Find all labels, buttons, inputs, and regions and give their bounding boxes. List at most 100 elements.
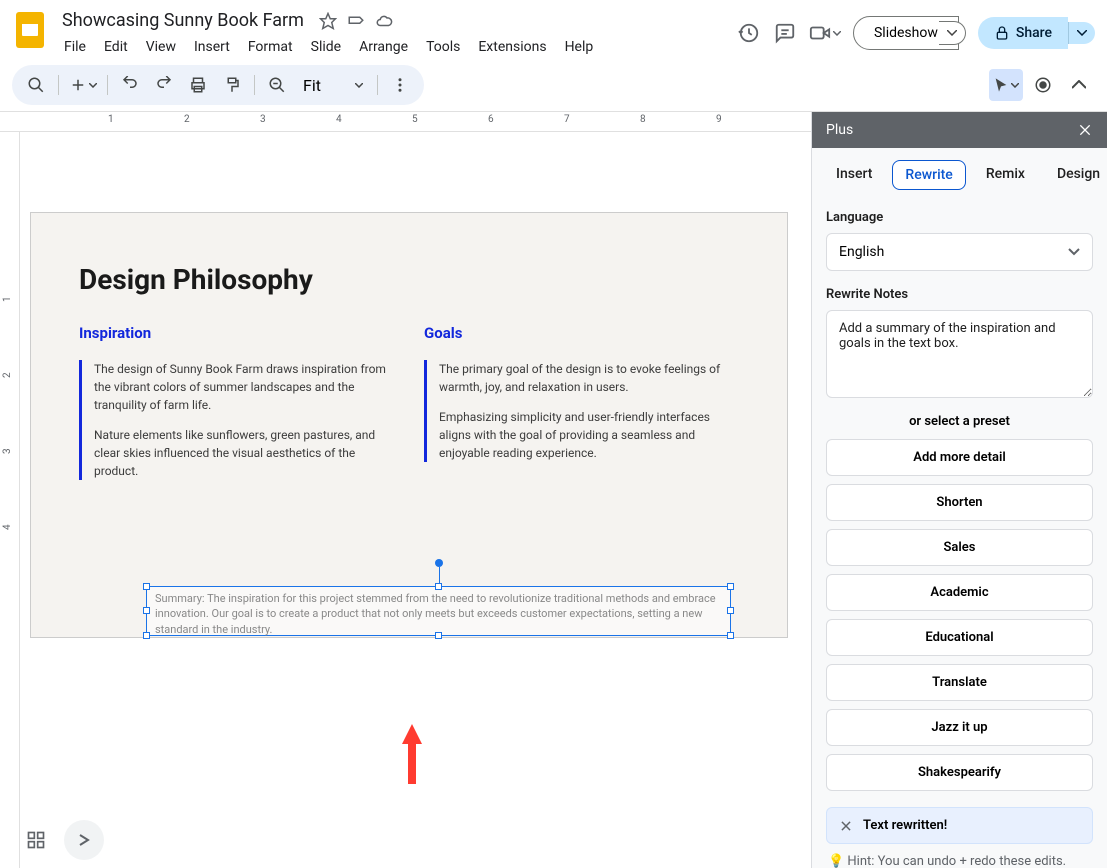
collapse-icon[interactable]	[1063, 69, 1095, 101]
tab-rewrite[interactable]: Rewrite	[892, 160, 965, 190]
status-text: Text rewritten!	[863, 818, 947, 833]
text: Nature elements like sunflowers, green p…	[94, 426, 394, 480]
undo-button[interactable]	[114, 69, 146, 101]
text: Emphasizing simplicity and user-friendly…	[439, 408, 739, 462]
language-label: Language	[826, 210, 1093, 225]
menu-view[interactable]: View	[138, 35, 184, 59]
ruler-mark: 6	[488, 114, 494, 125]
selected-summary-textbox[interactable]: Summary: The inspiration for this projec…	[146, 586, 731, 636]
preset-academic[interactable]: Academic	[826, 574, 1093, 611]
ruler-mark: 5	[412, 114, 418, 125]
preset-add-more-detail[interactable]: Add more detail	[826, 439, 1093, 476]
ruler-mark: 1	[108, 114, 114, 125]
redo-button[interactable]	[148, 69, 180, 101]
panel-title: Plus	[826, 122, 853, 138]
resize-handle[interactable]	[435, 632, 442, 639]
bottom-bar	[0, 812, 811, 868]
meet-icon[interactable]	[809, 21, 841, 45]
status-box: Text rewritten!	[826, 807, 1093, 844]
preset-sales[interactable]: Sales	[826, 529, 1093, 566]
paint-format-button[interactable]	[216, 69, 248, 101]
rotate-handle[interactable]	[435, 559, 443, 567]
ruler-mark: 3	[2, 448, 13, 454]
rewrite-notes-input[interactable]	[826, 310, 1093, 398]
menu-arrange[interactable]: Arrange	[351, 35, 416, 59]
grid-view-button[interactable]	[16, 820, 56, 860]
print-button[interactable]	[182, 69, 214, 101]
preset-translate[interactable]: Translate	[826, 664, 1093, 701]
menu-extensions[interactable]: Extensions	[470, 35, 554, 59]
language-value: English	[839, 244, 884, 260]
col-goals-head[interactable]: Goals	[424, 324, 739, 342]
zoom-select[interactable]: Fit	[295, 72, 371, 99]
resize-handle[interactable]	[727, 607, 734, 614]
ruler-mark: 8	[640, 114, 646, 125]
preset-shakespearify[interactable]: Shakespearify	[826, 754, 1093, 791]
resize-handle[interactable]	[143, 583, 150, 590]
panel-tabs: Insert Rewrite Remix Design	[812, 148, 1107, 198]
share-dropdown[interactable]	[1068, 22, 1095, 44]
tab-insert[interactable]: Insert	[824, 160, 884, 190]
cloud-icon[interactable]	[374, 11, 394, 31]
menu-insert[interactable]: Insert	[186, 35, 238, 59]
arrow-annotation	[397, 719, 427, 789]
preset-shorten[interactable]: Shorten	[826, 484, 1093, 521]
resize-handle[interactable]	[143, 607, 150, 614]
record-icon[interactable]	[1027, 69, 1059, 101]
star-icon[interactable]	[318, 11, 338, 31]
preset-jazz-it-up[interactable]: Jazz it up	[826, 709, 1093, 746]
new-slide-button[interactable]	[65, 69, 101, 101]
preset-educational[interactable]: Educational	[826, 619, 1093, 656]
slides-logo[interactable]	[12, 12, 48, 48]
slide[interactable]: Design Philosophy Inspiration The design…	[30, 212, 788, 638]
preset-label: or select a preset	[826, 414, 1093, 429]
history-icon[interactable]	[737, 21, 761, 45]
slide-title[interactable]: Design Philosophy	[79, 263, 739, 296]
menu-slide[interactable]: Slide	[303, 35, 349, 59]
tab-design[interactable]: Design	[1045, 160, 1107, 190]
ruler-mark: 4	[336, 114, 342, 125]
ruler-mark: 1	[2, 296, 13, 302]
resize-handle[interactable]	[143, 632, 150, 639]
ruler-mark: 7	[564, 114, 570, 125]
notes-label: Rewrite Notes	[826, 287, 1093, 302]
menu-file[interactable]: File	[56, 35, 94, 59]
comments-icon[interactable]	[773, 21, 797, 45]
ruler-mark: 2	[2, 372, 13, 378]
status-close-icon[interactable]	[839, 819, 853, 833]
rotate-line	[439, 567, 440, 583]
panel-close-icon[interactable]	[1077, 122, 1093, 138]
ruler-horizontal: 1 2 3 4 5 6 7 8 9	[0, 112, 811, 132]
move-icon[interactable]	[346, 11, 366, 31]
language-select[interactable]: English	[826, 233, 1093, 271]
cursor-tool[interactable]	[989, 69, 1023, 101]
doc-title[interactable]: Showcasing Sunny Book Farm	[56, 8, 310, 33]
more-icon[interactable]	[384, 69, 416, 101]
search-icon[interactable]	[20, 69, 52, 101]
menu-edit[interactable]: Edit	[96, 35, 136, 59]
ruler-vertical: 1 2 3 4	[0, 132, 20, 868]
zoom-value: Fit	[303, 76, 321, 95]
summary-text: Summary: The inspiration for this projec…	[155, 592, 716, 636]
share-button[interactable]: Share	[978, 17, 1068, 49]
resize-handle[interactable]	[727, 632, 734, 639]
resize-handle[interactable]	[727, 583, 734, 590]
menubar: File Edit View Insert Format Slide Arran…	[56, 35, 737, 59]
zoom-icon[interactable]	[261, 69, 293, 101]
menu-help[interactable]: Help	[557, 35, 602, 59]
next-button[interactable]	[64, 820, 104, 860]
tab-remix[interactable]: Remix	[974, 160, 1037, 190]
col-inspiration-head[interactable]: Inspiration	[79, 324, 394, 342]
share-label: Share	[1016, 25, 1052, 41]
menu-format[interactable]: Format	[240, 35, 301, 59]
toolbar: Fit	[0, 59, 1107, 111]
col-inspiration-body[interactable]: The design of Sunny Book Farm draws insp…	[79, 360, 394, 480]
chevron-down-icon	[1068, 248, 1080, 256]
slideshow-dropdown[interactable]	[939, 21, 966, 45]
plus-panel: Plus Insert Rewrite Remix Design Languag…	[811, 112, 1107, 868]
ruler-mark: 9	[716, 114, 722, 125]
col-goals-body[interactable]: The primary goal of the design is to evo…	[424, 360, 739, 462]
menu-tools[interactable]: Tools	[418, 35, 468, 59]
canvas-area[interactable]: 1 2 3 4 5 6 7 8 9 1 2 3 4	[0, 112, 811, 868]
resize-handle[interactable]	[435, 583, 442, 590]
